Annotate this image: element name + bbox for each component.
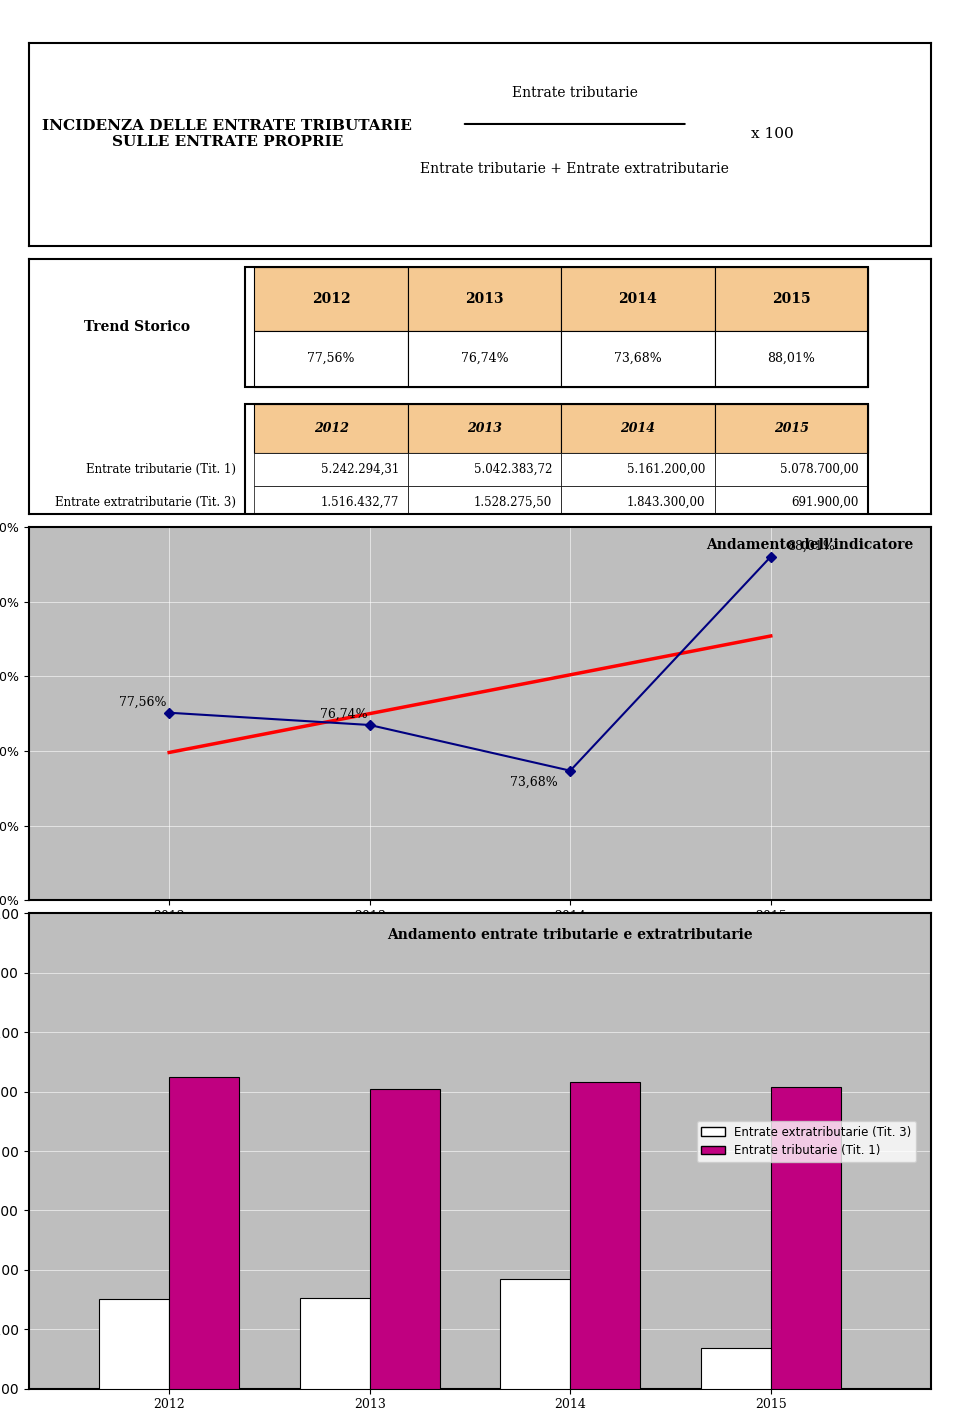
- Text: Entrate tributarie (Tit. 1): Entrate tributarie (Tit. 1): [86, 463, 236, 476]
- FancyBboxPatch shape: [408, 519, 562, 553]
- Text: 76,74%: 76,74%: [320, 708, 367, 721]
- Bar: [500, 1280, 570, 1389]
- Text: 6.570.659,22: 6.570.659,22: [473, 529, 552, 541]
- Text: INCIDENZA DELLE ENTRATE TRIBUTARIE
SULLE ENTRATE PROPRIE: INCIDENZA DELLE ENTRATE TRIBUTARIE SULLE…: [42, 119, 412, 149]
- Text: 5.161.200,00: 5.161.200,00: [627, 463, 706, 476]
- FancyBboxPatch shape: [562, 266, 714, 330]
- Text: 1.528.275,50: 1.528.275,50: [474, 496, 552, 509]
- Text: 77,56%: 77,56%: [307, 351, 355, 366]
- FancyBboxPatch shape: [714, 330, 868, 387]
- Text: 2012: 2012: [314, 422, 348, 435]
- FancyBboxPatch shape: [714, 404, 868, 453]
- Text: 2014: 2014: [618, 292, 658, 306]
- Text: Entrate extratributarie (Tit. 3): Entrate extratributarie (Tit. 3): [56, 496, 236, 509]
- Bar: [771, 1087, 841, 1389]
- Text: 1.516.432,77: 1.516.432,77: [321, 496, 398, 509]
- Text: 7.004.500,00: 7.004.500,00: [627, 529, 706, 541]
- Text: 73,68%: 73,68%: [614, 351, 661, 366]
- FancyBboxPatch shape: [254, 486, 408, 519]
- Text: 6.758.727,08: 6.758.727,08: [321, 529, 398, 541]
- Text: 88,01%: 88,01%: [787, 540, 834, 553]
- Text: 2015: 2015: [774, 422, 809, 435]
- FancyBboxPatch shape: [714, 453, 868, 486]
- FancyBboxPatch shape: [408, 486, 562, 519]
- Text: 73,68%: 73,68%: [510, 777, 558, 789]
- FancyBboxPatch shape: [714, 519, 868, 553]
- FancyBboxPatch shape: [408, 330, 562, 387]
- FancyBboxPatch shape: [562, 453, 714, 486]
- Text: 2015: 2015: [772, 292, 810, 306]
- FancyBboxPatch shape: [408, 404, 562, 453]
- X-axis label: esercizio: esercizio: [445, 928, 515, 942]
- Text: 77,56%: 77,56%: [119, 696, 166, 708]
- Text: 2013: 2013: [467, 422, 502, 435]
- FancyBboxPatch shape: [714, 486, 868, 519]
- Text: 5.078.700,00: 5.078.700,00: [780, 463, 859, 476]
- Text: 2013: 2013: [466, 292, 504, 306]
- FancyBboxPatch shape: [254, 404, 408, 453]
- Bar: [701, 1348, 771, 1389]
- Legend: Entrate extratributarie (Tit. 3), Entrate tributarie (Tit. 1): Entrate extratributarie (Tit. 3), Entrat…: [697, 1121, 916, 1162]
- Text: x 100: x 100: [751, 128, 794, 142]
- Text: Andamento dell'indicatore: Andamento dell'indicatore: [706, 538, 913, 553]
- Bar: [169, 1077, 239, 1389]
- Bar: [300, 1298, 370, 1389]
- Text: Totale entrate proprie: Totale entrate proprie: [105, 529, 236, 541]
- Text: Entrate tributarie + Entrate extratributarie: Entrate tributarie + Entrate extratribut…: [420, 162, 730, 176]
- Text: 1.843.300,00: 1.843.300,00: [627, 496, 706, 509]
- FancyBboxPatch shape: [408, 453, 562, 486]
- Bar: [370, 1090, 440, 1389]
- Text: 691.900,00: 691.900,00: [792, 496, 859, 509]
- Bar: [570, 1083, 640, 1389]
- FancyBboxPatch shape: [254, 330, 408, 387]
- FancyBboxPatch shape: [562, 519, 714, 553]
- Text: 5.770.600,00: 5.770.600,00: [780, 529, 859, 541]
- Text: Entrate tributarie: Entrate tributarie: [512, 86, 637, 101]
- FancyBboxPatch shape: [254, 453, 408, 486]
- Text: 5.042.383,72: 5.042.383,72: [474, 463, 552, 476]
- Text: 76,74%: 76,74%: [461, 351, 509, 366]
- FancyBboxPatch shape: [254, 519, 408, 553]
- Text: 2012: 2012: [312, 292, 350, 306]
- Text: 5.242.294,31: 5.242.294,31: [321, 463, 398, 476]
- Text: 88,01%: 88,01%: [767, 351, 815, 366]
- FancyBboxPatch shape: [562, 486, 714, 519]
- Bar: [99, 1298, 169, 1389]
- FancyBboxPatch shape: [408, 266, 562, 330]
- FancyBboxPatch shape: [562, 330, 714, 387]
- FancyBboxPatch shape: [562, 404, 714, 453]
- Text: Andamento entrate tributarie e extratributarie: Andamento entrate tributarie e extratrib…: [388, 928, 753, 942]
- FancyBboxPatch shape: [714, 266, 868, 330]
- Text: Trend Storico: Trend Storico: [84, 320, 190, 334]
- Text: 2014: 2014: [620, 422, 656, 435]
- FancyBboxPatch shape: [254, 266, 408, 330]
